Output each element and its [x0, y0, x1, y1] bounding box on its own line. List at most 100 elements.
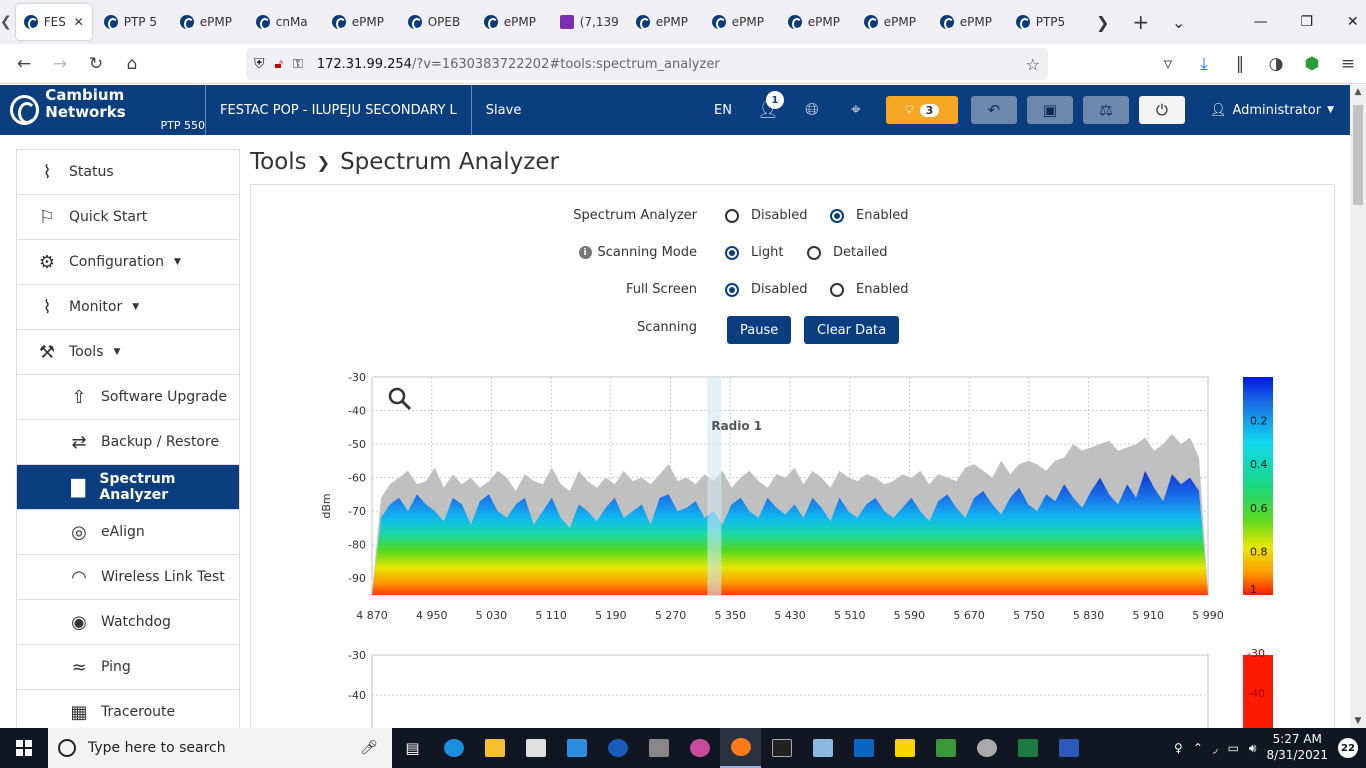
scan-detailed-radio[interactable]	[807, 245, 821, 260]
scan-light-radio[interactable]	[725, 245, 739, 260]
sidebar-item-monitor[interactable]: ⌇ Monitor ▼	[16, 284, 240, 329]
sidebar-item-wireless-link-test[interactable]: ◠ Wireless Link Test	[16, 554, 240, 599]
microphone-icon[interactable]: 🎤︎	[360, 740, 378, 756]
globe-icon[interactable]: 🌐︎	[805, 100, 819, 120]
breadcrumb-parent[interactable]: Tools	[250, 149, 307, 175]
download-icon[interactable]: ⤓	[1200, 54, 1208, 74]
sidebar-item-software-upgrade[interactable]: ⇧ Software Upgrade	[16, 374, 240, 419]
insecure-lock-icon[interactable]: 🔓︎	[274, 56, 283, 72]
spectrum-disabled-radio[interactable]	[725, 208, 739, 223]
library-icon[interactable]: ‖	[1235, 54, 1245, 74]
browser-tab[interactable]: PTP5	[1008, 4, 1084, 40]
info-icon[interactable]: i	[578, 246, 592, 259]
forward-icon[interactable]: →	[52, 53, 68, 74]
camera-icon[interactable]	[638, 728, 679, 768]
scroll-down-icon[interactable]: ▼	[1354, 716, 1362, 726]
browser-tab[interactable]: ePMP	[172, 4, 248, 40]
logout-button[interactable]: ⏻	[1138, 96, 1185, 124]
browser-tab[interactable]: ePMP	[476, 4, 552, 40]
mail-icon[interactable]	[556, 728, 597, 768]
browser-tab[interactable]: OPEB	[400, 4, 476, 40]
restore-icon[interactable]: ❐	[1300, 14, 1314, 30]
browser-tab[interactable]: (7,139	[552, 4, 628, 40]
browser-tab[interactable]: ePMP	[324, 4, 400, 40]
minimize-icon[interactable]: —	[1253, 14, 1268, 30]
save-button[interactable]: ▣	[1026, 96, 1073, 124]
shield-icon[interactable]: ⛨	[254, 56, 265, 72]
close-tab-icon[interactable]: ✕	[73, 15, 84, 29]
url-bar[interactable]: ⛨ 🔓︎ ⚿ 172.31.99.254/?v=1630383722202#to…	[246, 48, 1048, 80]
battery-icon[interactable]: ▭	[1227, 741, 1239, 755]
browser-tab[interactable]: ePMP	[780, 4, 856, 40]
sidebar-item-backup-restore[interactable]: ⇄ Backup / Restore	[16, 419, 240, 464]
taskbar-search[interactable]: Type here to search 🎤︎	[48, 728, 392, 768]
sidebar-item-status[interactable]: ⌇ Status	[16, 149, 240, 194]
start-button[interactable]	[0, 728, 48, 768]
pocket-icon[interactable]: ▿	[1163, 54, 1173, 74]
fullscreen-disabled-radio[interactable]	[725, 282, 739, 297]
paint-icon[interactable]	[679, 728, 720, 768]
sidebar-item-ealign[interactable]: ◎ eAlign	[16, 509, 240, 554]
new-tab-icon[interactable]: +	[1132, 10, 1150, 34]
firefox-icon[interactable]	[720, 728, 761, 768]
clock[interactable]: 5:27 AM 8/31/2021	[1266, 732, 1328, 763]
account-icon[interactable]: ◑	[1268, 54, 1284, 74]
people-icon[interactable]: ♀	[1174, 741, 1183, 755]
store-icon[interactable]	[515, 728, 556, 768]
sidebar-item-tools[interactable]: ⚒ Tools ▼	[16, 329, 240, 374]
key-icon[interactable]: ⚿	[292, 56, 303, 72]
scroll-up-icon[interactable]: ▲	[1354, 87, 1362, 97]
project-icon[interactable]	[925, 728, 966, 768]
notes-icon[interactable]	[802, 728, 843, 768]
tab-scroll-left-icon[interactable]: ❮	[0, 14, 12, 30]
tab-list-chevron-icon[interactable]: ⌄	[1172, 12, 1186, 32]
undo-button[interactable]: ↶	[970, 96, 1017, 124]
sidebar-item-quick-start[interactable]: ⚐ Quick Start	[16, 194, 240, 239]
spectrum-enabled-radio[interactable]	[830, 208, 844, 223]
back-icon[interactable]: ←	[16, 53, 32, 74]
bookmark-star-icon[interactable]: ☆	[1025, 54, 1040, 74]
scroll-thumb[interactable]	[1353, 105, 1363, 205]
location-icon[interactable]: ⌖	[851, 100, 861, 120]
pause-button[interactable]: Pause	[727, 316, 792, 344]
browser-tab[interactable]: ePMP	[704, 4, 780, 40]
wifi-tray-icon[interactable]: ◞	[1212, 741, 1218, 755]
sidebar-item-watchdog[interactable]: ◉ Watchdog	[16, 599, 240, 644]
cambium-app-icon[interactable]	[597, 728, 638, 768]
sidebar-item-ping[interactable]: ≈ Ping	[16, 644, 240, 689]
reboot-button[interactable]: ⚖	[1082, 96, 1129, 124]
zoom-icon[interactable]	[388, 387, 412, 411]
volume-icon[interactable]: 🔊︎	[1248, 740, 1257, 755]
tab-scroll-right-icon[interactable]: ❯	[1096, 12, 1110, 32]
sidebar-item-traceroute[interactable]: ▦ Traceroute	[16, 689, 240, 734]
admin-menu[interactable]: 👤︎ Administrator ▼	[1210, 103, 1334, 118]
file-explorer-icon[interactable]	[474, 728, 515, 768]
alerts-button[interactable]: 💡︎ 3	[885, 96, 958, 124]
task-view-icon[interactable]: ▤	[405, 739, 420, 757]
notification-badge[interactable]: 22	[1338, 738, 1358, 758]
extension-icon[interactable]: ⬢	[1304, 54, 1320, 74]
users-icon[interactable]: 👤︎ 1	[746, 85, 790, 135]
page-scrollbar[interactable]: ▲ ▼	[1350, 85, 1366, 728]
close-window-icon[interactable]: ✕	[1346, 14, 1359, 30]
sticky-notes-icon[interactable]	[884, 728, 925, 768]
browser-tab[interactable]: FES ✕	[15, 4, 92, 40]
edge-icon[interactable]	[433, 728, 474, 768]
network-tool-icon[interactable]	[966, 728, 1007, 768]
browser-tab[interactable]: ePMP	[932, 4, 1008, 40]
word-icon[interactable]	[1048, 728, 1089, 768]
outlook-icon[interactable]	[843, 728, 884, 768]
excel-icon[interactable]	[1007, 728, 1048, 768]
terminal-icon[interactable]	[761, 728, 802, 768]
menu-icon[interactable]: ≡	[1340, 54, 1356, 74]
tray-chevron-icon[interactable]: ⌃	[1192, 741, 1203, 755]
browser-tab[interactable]: ePMP	[856, 4, 932, 40]
sidebar-item-configuration[interactable]: ⚙ Configuration ▼	[16, 239, 240, 284]
browser-tab[interactable]: ePMP	[628, 4, 704, 40]
fullscreen-enabled-radio[interactable]	[830, 282, 844, 297]
clear-data-button[interactable]: Clear Data	[804, 316, 900, 344]
sidebar-item-spectrum-analyzer[interactable]: ▇ Spectrum Analyzer	[16, 464, 240, 509]
browser-tab[interactable]: PTP 5	[96, 4, 172, 40]
home-icon[interactable]: ⌂	[126, 53, 138, 74]
language-selector[interactable]: EN	[713, 102, 732, 118]
